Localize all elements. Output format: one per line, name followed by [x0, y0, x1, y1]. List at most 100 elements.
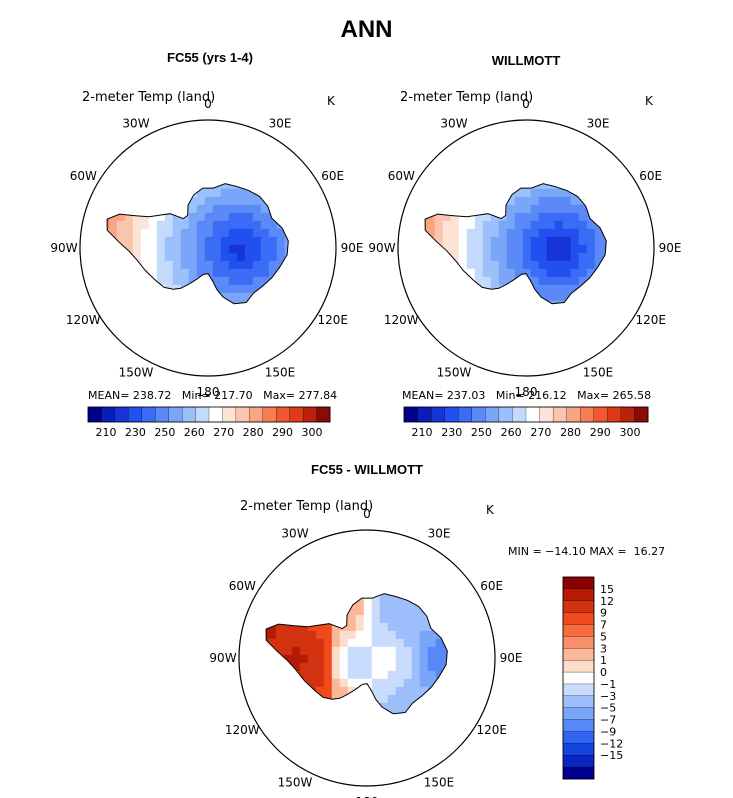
- diff-units-label: K: [486, 503, 494, 517]
- right-variable-label: 2-meter Temp (land): [400, 90, 534, 105]
- colorbar-tick-label: −9: [600, 725, 616, 738]
- longitude-label: 60E: [639, 169, 662, 183]
- colorbar-tick-label: 280: [560, 426, 581, 439]
- colorbar-swatch: [562, 743, 595, 756]
- colorbar-tick-label: −3: [600, 690, 616, 703]
- right-panel-title: WILLMOTT: [491, 53, 561, 68]
- colorbar-tick-label: 270: [213, 426, 234, 439]
- colorbar-swatch: [525, 406, 541, 423]
- colorbar-swatch: [417, 406, 432, 423]
- antarctica-coastline: [106, 183, 289, 305]
- colorbar-tick-label: 290: [272, 426, 293, 439]
- longitude-label: 30E: [269, 116, 292, 130]
- right-min-value: 216.12: [528, 389, 567, 402]
- colorbar-swatch: [289, 406, 304, 423]
- colorbar-swatch: [141, 406, 156, 423]
- left-units-label: K: [327, 94, 335, 108]
- colorbar-swatch: [512, 406, 527, 423]
- colorbar-tick-label: 9: [600, 607, 607, 620]
- colorbar-swatch: [87, 406, 102, 423]
- longitude-label: 30W: [122, 116, 149, 130]
- colorbar-swatch: [562, 766, 595, 780]
- longitude-label: 150W: [119, 366, 154, 380]
- colorbar-tick-label: 250: [471, 426, 492, 439]
- colorbar-tick-label: −12: [600, 737, 623, 750]
- colorbar-swatch: [562, 636, 595, 649]
- colorbar-tick-label: 280: [243, 426, 264, 439]
- longitude-label: 90E: [500, 651, 523, 665]
- right-stats: MEAN= 237.03 Min= 216.12 Max= 265.58: [402, 389, 651, 402]
- colorbar-swatch: [562, 600, 595, 614]
- colorbar-swatch: [458, 406, 473, 423]
- longitude-label: 150W: [278, 776, 313, 790]
- colorbar-swatch: [562, 660, 595, 673]
- colorbar-tick-label: 210: [412, 426, 433, 439]
- colorbar-swatch: [444, 406, 459, 423]
- left-variable-label: 2-meter Temp (land): [82, 90, 216, 105]
- longitude-label: 180: [515, 385, 538, 399]
- longitude-label: 180: [356, 795, 379, 798]
- longitude-label: 60E: [480, 579, 503, 593]
- colorbar-swatch: [562, 648, 595, 661]
- colorbar-swatch: [430, 406, 446, 423]
- antarctica-coastline: [265, 593, 448, 715]
- longitude-label: 0: [363, 507, 371, 521]
- colorbar-swatch: [316, 406, 331, 423]
- colorbar-swatch: [562, 755, 595, 768]
- longitude-label: 90E: [659, 241, 682, 255]
- right-mean-value: 237.03: [446, 389, 486, 402]
- colorbar-swatch: [539, 406, 554, 423]
- right-polar-map: 0 30E 60E 90E 120E 150E 180 150W 120W 90W 60W 30W: [368, 97, 681, 399]
- colorbar-tick-label: 15: [600, 583, 614, 596]
- colorbar-swatch: [562, 671, 595, 685]
- colorbar-tick-label: 5: [600, 630, 607, 643]
- colorbar-swatch: [580, 406, 595, 423]
- left-mean-label: MEAN=: [88, 389, 130, 402]
- longitude-label: 150E: [583, 366, 614, 380]
- right-max-label: Max=: [577, 389, 610, 402]
- colorbar-swatch: [181, 406, 197, 423]
- colorbar-tick-label: 7: [600, 619, 607, 632]
- colorbar-swatch: [562, 588, 595, 602]
- longitude-label: 180: [197, 385, 220, 399]
- colorbar-swatch: [485, 406, 500, 423]
- colorbar-swatch: [562, 683, 595, 697]
- left-max-label: Max=: [263, 389, 296, 402]
- colorbar-swatch: [620, 406, 635, 423]
- longitude-label: 90W: [209, 651, 236, 665]
- left-min-value: 217.70: [214, 389, 253, 402]
- longitude-label: 120E: [635, 313, 666, 327]
- colorbar-swatch: [403, 406, 419, 423]
- longitude-label: 90E: [341, 241, 364, 255]
- left-min-label: Min=: [181, 389, 211, 402]
- longitude-label: 60E: [321, 169, 344, 183]
- left-stats: MEAN= 238.72 Min= 217.70 Max= 277.84: [88, 389, 337, 402]
- right-colorbar: 210 230 250 260 270 280 290 300: [403, 406, 649, 439]
- colorbar-tick-label: 3: [600, 642, 607, 655]
- left-max-value: 277.84: [298, 389, 338, 402]
- colorbar-tick-label: −15: [600, 749, 623, 762]
- colorbar-tick-label: 300: [302, 426, 323, 439]
- left-panel-title: FC55 (yrs 1-4): [167, 50, 253, 65]
- right-min-label: Min=: [495, 389, 525, 402]
- longitude-label: 120W: [384, 313, 419, 327]
- colorbar-swatch: [195, 406, 210, 423]
- colorbar-tick-label: 260: [184, 426, 205, 439]
- colorbar-tick-label: 0: [600, 666, 607, 679]
- longitude-label: 60W: [388, 169, 415, 183]
- colorbar-tick-label: 300: [620, 426, 641, 439]
- longitude-label: 150W: [437, 366, 472, 380]
- colorbar-swatch: [128, 406, 143, 423]
- colorbar-swatch: [593, 406, 608, 423]
- colorbar-swatch: [208, 406, 223, 423]
- colorbar-swatch: [562, 695, 595, 709]
- colorbar-swatch: [634, 406, 649, 423]
- longitude-label: 30E: [428, 526, 451, 540]
- longitude-label: 120E: [317, 313, 348, 327]
- colorbar-tick-label: 260: [501, 426, 522, 439]
- colorbar-tick-label: 230: [441, 426, 462, 439]
- longitude-label: 90W: [368, 241, 395, 255]
- longitude-label: 30W: [281, 526, 308, 540]
- longitude-label: 0: [204, 97, 212, 111]
